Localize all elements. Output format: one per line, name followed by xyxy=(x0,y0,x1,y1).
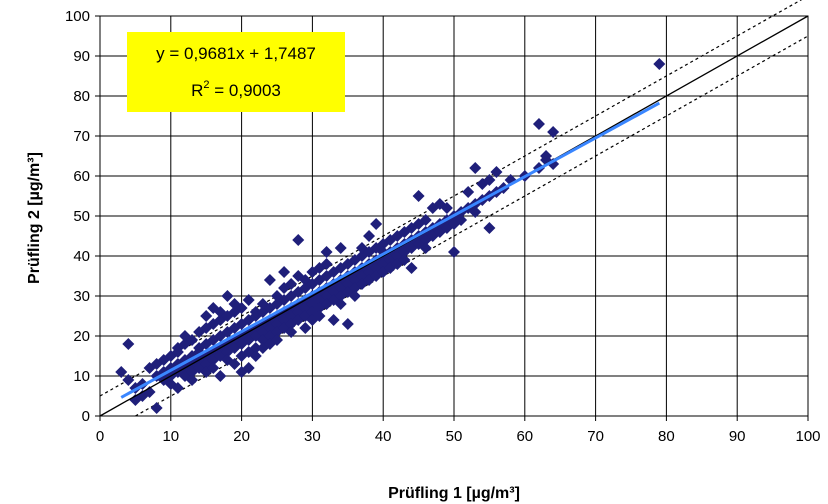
data-point xyxy=(285,326,298,338)
r-squared-superscript: 2 xyxy=(203,79,209,91)
data-point xyxy=(334,298,347,310)
data-point xyxy=(242,362,255,374)
x-tick-label: 30 xyxy=(304,428,321,445)
data-point xyxy=(171,346,184,358)
data-point xyxy=(440,202,453,214)
data-point xyxy=(483,222,496,234)
x-tick-label: 70 xyxy=(587,428,604,445)
x-tick-label: 90 xyxy=(729,428,746,445)
data-point xyxy=(363,230,376,242)
y-tick-label: 80 xyxy=(73,88,90,105)
plot-border xyxy=(99,15,809,417)
data-point xyxy=(278,266,291,278)
equation-box: y = 0,9681x + 1,7487 R2 = 0,9003 xyxy=(127,32,345,112)
data-point xyxy=(540,150,553,162)
y-tick-label: 40 xyxy=(73,248,90,265)
data-point xyxy=(532,118,545,130)
data-point xyxy=(292,234,305,246)
data-point xyxy=(320,246,333,258)
regression-line xyxy=(120,101,661,399)
data-point xyxy=(398,254,411,266)
data-point xyxy=(271,334,283,346)
y-tick-labels: 0 10 20 30 40 50 60 70 80 90 100 xyxy=(65,8,90,425)
x-tick-label: 10 xyxy=(162,428,179,445)
data-point xyxy=(221,290,234,302)
y-axis-title: Prüfling 2 [µg/m³] xyxy=(26,152,43,284)
data-point xyxy=(547,126,560,138)
data-point xyxy=(171,382,184,394)
r-squared: R2 = 0,9003 xyxy=(191,79,281,100)
y-tick-label: 70 xyxy=(73,128,90,145)
data-point xyxy=(348,290,361,302)
x-tick-labels: 0 10 20 30 40 50 60 70 80 90 100 xyxy=(96,428,821,445)
data-point xyxy=(242,294,255,306)
data-point xyxy=(490,166,503,178)
data-point xyxy=(299,322,312,334)
data-point xyxy=(249,342,262,354)
data-point xyxy=(200,310,213,322)
data-point xyxy=(186,374,199,386)
data-point xyxy=(483,174,496,186)
data-point xyxy=(448,246,460,258)
x-tick-label: 20 xyxy=(233,428,250,445)
r-squared-symbol: R xyxy=(191,81,203,100)
x-axis-title: Prüfling 1 [µg/m³] xyxy=(388,485,520,502)
data-point xyxy=(327,314,340,326)
x-tick-label: 40 xyxy=(375,428,392,445)
plot-area xyxy=(95,0,809,421)
data-point xyxy=(207,362,220,374)
data-point xyxy=(419,242,432,254)
data-point xyxy=(341,318,354,330)
data-point xyxy=(122,374,135,386)
y-tick-label: 10 xyxy=(73,368,90,385)
data-point xyxy=(469,162,482,174)
y-tick-label: 20 xyxy=(73,328,90,345)
data-point xyxy=(320,258,333,270)
data-point xyxy=(214,370,227,382)
x-tick-label: 50 xyxy=(446,428,463,445)
y-tick-label: 0 xyxy=(82,408,90,425)
data-point xyxy=(228,358,241,370)
data-point xyxy=(653,58,666,70)
y-tick-label: 100 xyxy=(65,8,90,25)
y-tick-label: 50 xyxy=(73,208,90,225)
data-point xyxy=(469,206,482,218)
data-point xyxy=(405,262,418,274)
data-point xyxy=(285,278,298,290)
y-tick-label: 30 xyxy=(73,288,90,305)
equation-background xyxy=(127,32,345,112)
data-point xyxy=(455,214,468,226)
data-point xyxy=(186,334,199,346)
data-point xyxy=(263,274,276,286)
regression-equation: y = 0,9681x + 1,7487 xyxy=(156,44,316,63)
data-point xyxy=(249,350,262,362)
data-point xyxy=(370,218,383,230)
data-point xyxy=(412,190,425,202)
data-point xyxy=(115,366,128,378)
data-point xyxy=(419,214,432,226)
x-tick-label: 60 xyxy=(516,428,533,445)
data-point xyxy=(150,402,163,414)
data-point xyxy=(249,306,262,318)
data-point xyxy=(334,242,347,254)
y-tick-label: 60 xyxy=(73,168,90,185)
data-point xyxy=(462,186,475,198)
r-squared-value: = 0,9003 xyxy=(210,81,281,100)
x-tick-label: 80 xyxy=(658,428,675,445)
x-tick-label: 0 xyxy=(96,428,104,445)
data-point xyxy=(313,310,326,322)
data-point xyxy=(122,338,135,350)
y-tick-label: 90 xyxy=(73,48,90,65)
data-point xyxy=(249,330,262,342)
x-tick-label: 100 xyxy=(795,428,820,445)
data-point xyxy=(235,302,248,314)
